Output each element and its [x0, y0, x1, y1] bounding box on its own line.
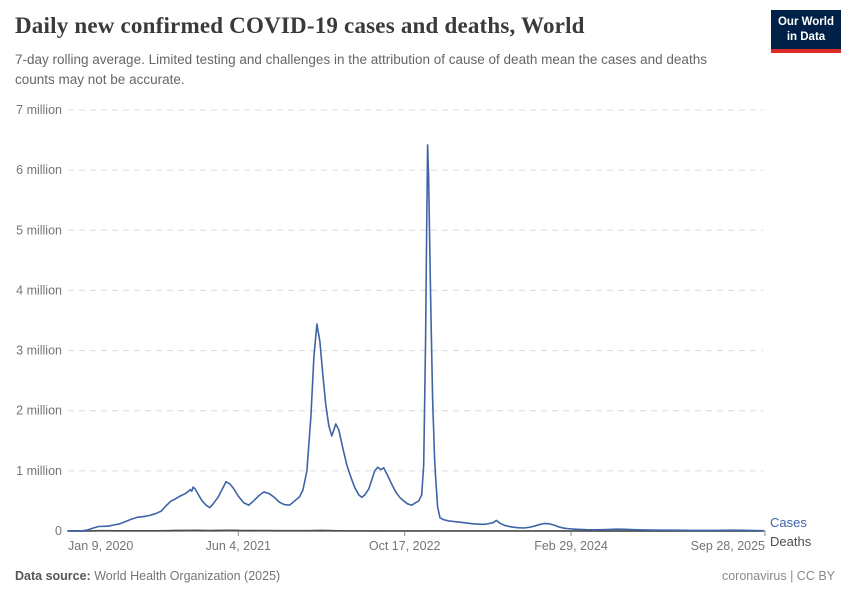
owid-logo-line1: Our World [777, 16, 834, 28]
deaths-line [67, 529, 764, 532]
owid-logo[interactable]: Our World in Data [771, 10, 841, 53]
cases-line [67, 144, 764, 532]
x-axis-label: Sep 28, 2025 [691, 539, 765, 553]
y-axis-label: 5 million [16, 223, 62, 237]
y-axis-label: 1 million [16, 464, 62, 478]
page-title: Daily new confirmed COVID-19 cases and d… [15, 13, 585, 38]
cases-series-label[interactable]: Cases [770, 515, 807, 530]
data-source-label: Data source: [15, 569, 91, 583]
y-axis-label: 7 million [16, 103, 62, 117]
data-source-value: World Health Organization (2025) [94, 569, 281, 583]
owid-logo-line2: in Data [786, 30, 826, 43]
license-link[interactable]: coronavirus | CC BY [721, 569, 835, 583]
y-axis-label: 2 million [16, 404, 62, 418]
data-source: Data source: World Health Organization (… [15, 569, 280, 583]
chart-footer: Data source: World Health Organization (… [15, 569, 835, 583]
y-axis-label: 0 [55, 524, 62, 538]
x-axis-label: Feb 29, 2024 [534, 539, 608, 553]
y-axis-label: 4 million [16, 283, 62, 297]
chart-subtitle: 7-day rolling average. Limited testing a… [15, 52, 707, 88]
y-axis-label: 3 million [16, 344, 62, 358]
x-axis-label: Oct 17, 2022 [369, 539, 441, 553]
y-axis-label: 6 million [16, 163, 62, 177]
x-axis-label: Jan 9, 2020 [68, 539, 133, 553]
x-axis-label: Jun 4, 2021 [206, 539, 271, 553]
deaths-series-label[interactable]: Deaths [770, 534, 812, 549]
